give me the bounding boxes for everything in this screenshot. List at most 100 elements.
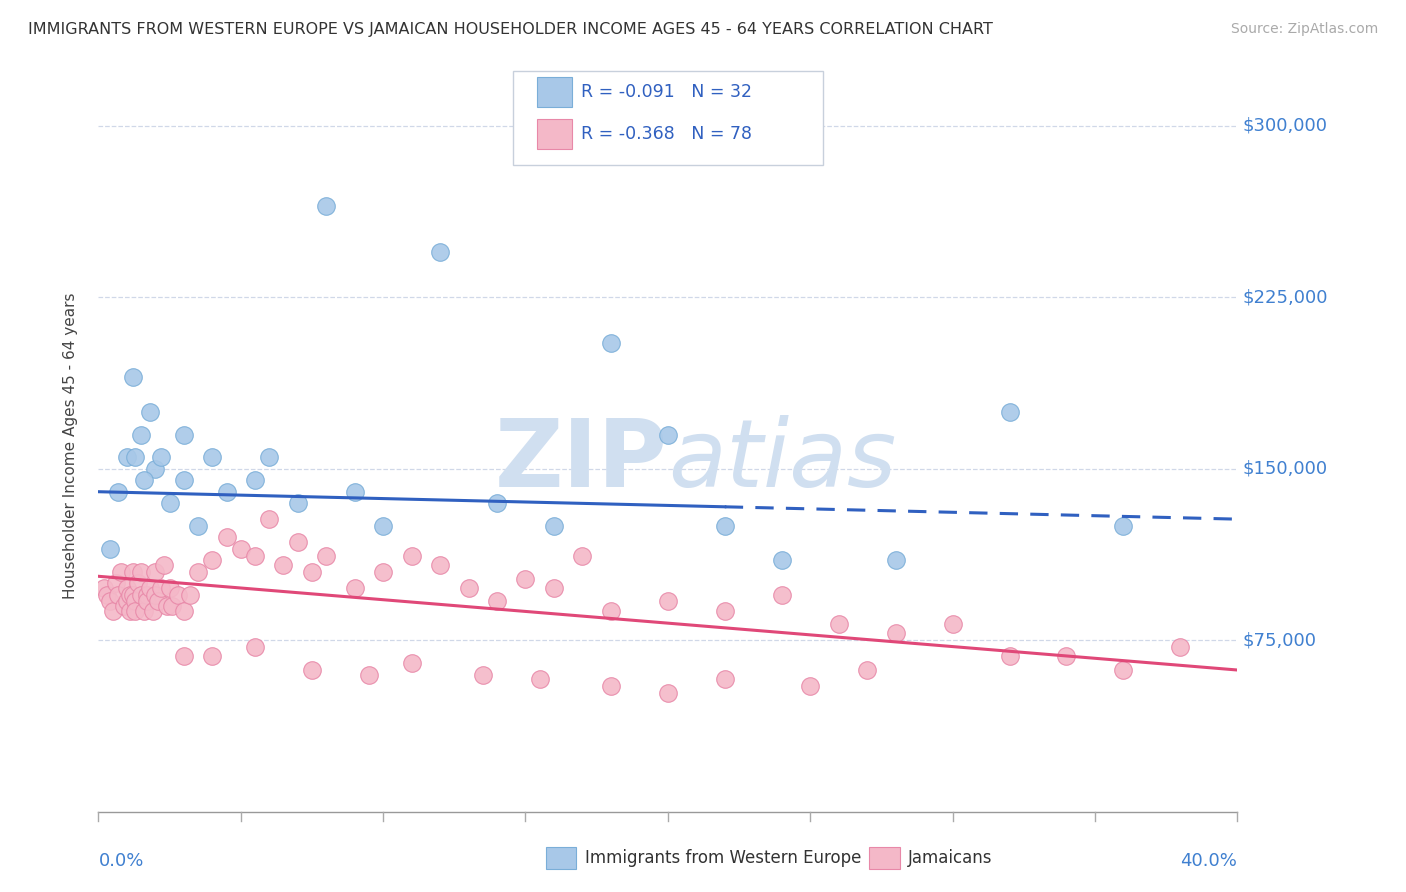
Point	[301, 663, 323, 677]
Point	[110, 565, 132, 579]
Point	[273, 558, 295, 572]
Text: R = -0.091   N = 32: R = -0.091 N = 32	[581, 83, 752, 101]
Point	[145, 462, 167, 476]
Point	[145, 588, 167, 602]
Text: $75,000: $75,000	[1243, 632, 1317, 649]
Point	[124, 603, 146, 617]
Point	[173, 649, 195, 664]
Point	[1112, 663, 1135, 677]
Point	[107, 588, 129, 602]
Point	[770, 553, 793, 567]
Point	[343, 581, 366, 595]
Point	[187, 565, 209, 579]
Text: Source: ZipAtlas.com: Source: ZipAtlas.com	[1230, 22, 1378, 37]
Point	[571, 549, 593, 563]
Point	[770, 588, 793, 602]
Point	[714, 603, 737, 617]
Text: Jamaicans: Jamaicans	[908, 849, 993, 867]
Point	[118, 603, 141, 617]
Point	[343, 484, 366, 499]
Point	[115, 594, 138, 608]
Point	[141, 603, 163, 617]
Point	[215, 530, 238, 544]
Point	[315, 549, 337, 563]
Point	[401, 549, 423, 563]
Point	[259, 450, 281, 465]
Point	[471, 667, 494, 681]
Point	[121, 370, 143, 384]
Point	[112, 599, 135, 613]
Point	[600, 336, 623, 351]
Point	[98, 541, 121, 556]
Point	[138, 581, 160, 595]
Point	[1112, 519, 1135, 533]
Text: $225,000: $225,000	[1243, 288, 1329, 307]
Point	[115, 581, 138, 595]
Point	[714, 519, 737, 533]
Text: atias: atias	[668, 415, 896, 506]
Point	[162, 599, 184, 613]
Point	[657, 427, 679, 442]
Point	[856, 663, 879, 677]
Point	[229, 541, 252, 556]
Point	[107, 484, 129, 499]
Point	[942, 617, 965, 632]
Point	[118, 588, 141, 602]
Point	[657, 594, 679, 608]
Point	[101, 603, 124, 617]
Point	[159, 581, 181, 595]
Point	[98, 594, 121, 608]
Point	[714, 672, 737, 686]
Point	[127, 576, 149, 591]
Point	[543, 519, 565, 533]
Point	[259, 512, 281, 526]
Point	[135, 594, 157, 608]
Point	[371, 519, 394, 533]
Point	[153, 558, 176, 572]
Point	[148, 594, 170, 608]
Point	[115, 450, 138, 465]
Point	[371, 565, 394, 579]
Point	[129, 427, 152, 442]
Text: $150,000: $150,000	[1243, 460, 1329, 478]
Point	[201, 649, 224, 664]
Point	[243, 473, 266, 487]
Point	[96, 588, 118, 602]
Point	[401, 656, 423, 670]
Point	[173, 427, 195, 442]
Text: $300,000: $300,000	[1243, 117, 1329, 135]
Point	[998, 649, 1021, 664]
Point	[145, 565, 167, 579]
Point	[457, 581, 479, 595]
Point	[287, 496, 309, 510]
Point	[129, 588, 152, 602]
Point	[799, 679, 821, 693]
Text: 0.0%: 0.0%	[98, 852, 143, 870]
Point	[156, 599, 179, 613]
Point	[173, 473, 195, 487]
Point	[657, 686, 679, 700]
Point	[187, 519, 209, 533]
Y-axis label: Householder Income Ages 45 - 64 years: Householder Income Ages 45 - 64 years	[63, 293, 77, 599]
Text: R = -0.368   N = 78: R = -0.368 N = 78	[581, 125, 752, 143]
Point	[1056, 649, 1078, 664]
Point	[315, 199, 337, 213]
Point	[129, 565, 152, 579]
Point	[486, 496, 509, 510]
Point	[104, 576, 127, 591]
Point	[515, 572, 537, 586]
Point	[486, 594, 509, 608]
Point	[357, 667, 380, 681]
Point	[150, 581, 173, 595]
Point	[124, 450, 146, 465]
Point	[600, 603, 623, 617]
Point	[132, 603, 155, 617]
Point	[884, 626, 907, 640]
Point	[884, 553, 907, 567]
Point	[429, 244, 451, 259]
Point	[529, 672, 551, 686]
Point	[543, 581, 565, 595]
Point	[600, 679, 623, 693]
Point	[1170, 640, 1192, 655]
Point	[201, 450, 224, 465]
